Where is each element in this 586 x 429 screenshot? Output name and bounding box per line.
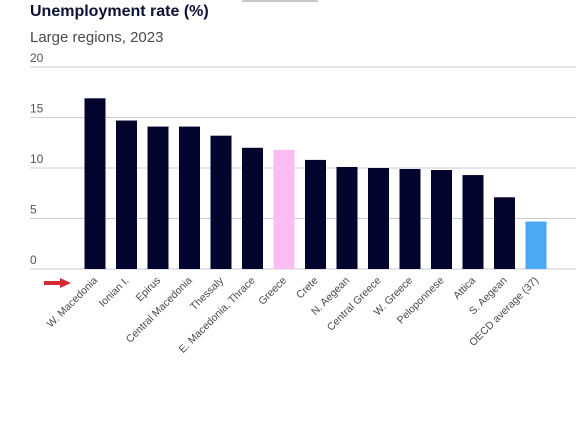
- bar: [462, 175, 484, 269]
- bar: [147, 126, 169, 269]
- arrow-marker-head: [60, 278, 71, 288]
- x-tick-label: Epirus: [134, 275, 164, 305]
- x-tick-label: Greece: [256, 275, 289, 308]
- x-tick-label: Crete: [294, 275, 321, 302]
- bar: [494, 197, 515, 269]
- bar: [431, 170, 452, 269]
- bar: [305, 159, 326, 269]
- y-tick-label: 0: [30, 253, 37, 267]
- bar: [399, 169, 421, 269]
- chart-subtitle: Large regions, 2023: [30, 29, 164, 46]
- x-tick-label: Ionian I.: [97, 275, 132, 310]
- bar: [179, 126, 200, 269]
- y-tick-label: 15: [30, 102, 44, 116]
- bar: [116, 120, 137, 269]
- y-tick-label: 20: [30, 51, 44, 65]
- bar: [336, 166, 358, 269]
- bar: [84, 98, 106, 269]
- bar: [242, 147, 263, 269]
- bar: [368, 168, 389, 269]
- y-tick-label: 5: [30, 203, 37, 217]
- top-divider: [242, 0, 318, 2]
- bar: [273, 149, 295, 269]
- chart-title: Unemployment rate (%): [30, 3, 209, 20]
- bar: [210, 135, 232, 269]
- x-tick-label: Attica: [451, 275, 478, 302]
- y-tick-label: 10: [30, 152, 44, 166]
- bar: [525, 221, 547, 269]
